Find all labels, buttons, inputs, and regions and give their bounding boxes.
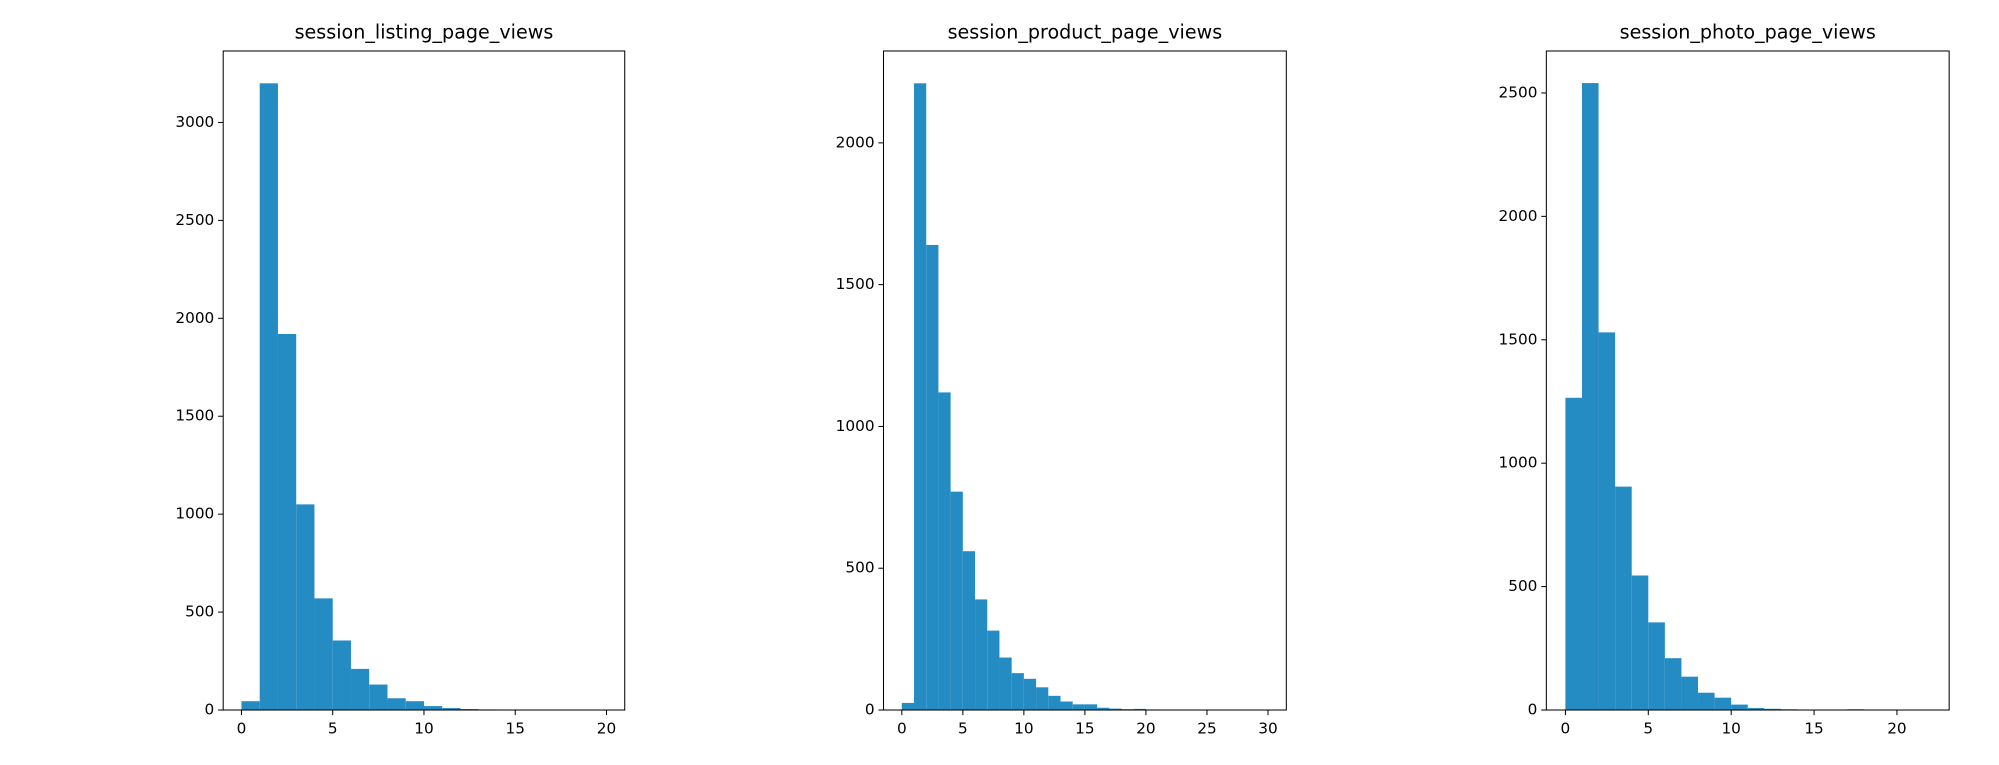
chart-title: session_listing_page_views — [295, 21, 554, 44]
histogram-bar — [1582, 83, 1599, 710]
histogram-bar — [1060, 702, 1072, 711]
histogram-bar — [1665, 658, 1682, 710]
histogram-bar — [1615, 487, 1632, 710]
histogram-bar — [1565, 398, 1582, 710]
histogram-bar — [424, 706, 442, 710]
histogram-bar — [1715, 698, 1732, 710]
histogram-bar — [1632, 575, 1649, 710]
x-tick-label: 0 — [897, 720, 907, 738]
histogram-bar — [1599, 332, 1616, 710]
y-tick-label: 1500 — [1499, 330, 1538, 348]
y-tick-label: 500 — [1508, 577, 1537, 595]
histogram-bar — [387, 698, 405, 710]
histogram-bar — [296, 504, 314, 710]
histogram-bar — [260, 83, 278, 710]
x-tick-label: 5 — [958, 720, 968, 738]
x-tick-label: 15 — [1075, 720, 1094, 738]
histogram-bar — [406, 701, 424, 710]
y-tick-label: 2500 — [175, 211, 214, 229]
y-tick-label: 2500 — [1499, 83, 1538, 101]
histogram-bar — [975, 599, 987, 710]
x-tick-label: 15 — [1804, 720, 1823, 738]
x-tick-label: 5 — [328, 720, 338, 738]
chart-title: session_photo_page_views — [1620, 21, 1876, 44]
histogram-bar — [987, 631, 999, 710]
x-tick-label: 15 — [506, 720, 525, 738]
histogram-bar — [1024, 679, 1036, 710]
histogram-bar — [951, 492, 963, 710]
histogram-bar — [1681, 677, 1698, 710]
y-tick-label: 1000 — [836, 417, 875, 435]
histogram-bar — [1698, 693, 1715, 710]
y-tick-label: 0 — [865, 701, 875, 719]
histogram-bar — [963, 551, 975, 710]
y-tick-label: 500 — [185, 603, 214, 621]
histogram-bar — [999, 658, 1011, 710]
y-tick-label: 2000 — [836, 133, 875, 151]
histogram-bar — [1073, 704, 1085, 710]
y-tick-label: 1500 — [836, 275, 875, 293]
x-tick-label: 20 — [1136, 720, 1155, 738]
y-tick-label: 2000 — [175, 309, 214, 327]
y-tick-label: 3000 — [175, 113, 214, 131]
chart-title: session_product_page_views — [948, 21, 1223, 44]
histogram-bar — [1648, 622, 1665, 710]
histogram-bar — [314, 598, 332, 710]
histogram-bar — [278, 334, 296, 710]
x-tick-label: 30 — [1258, 720, 1277, 738]
histogram-bar — [1085, 704, 1097, 710]
histogram-bar — [1048, 696, 1060, 710]
y-tick-label: 0 — [1528, 701, 1538, 719]
histogram-bar — [1012, 673, 1024, 710]
histogram-bar — [333, 640, 351, 710]
histogram-bar — [938, 392, 950, 710]
y-tick-label: 500 — [845, 559, 874, 577]
x-tick-label: 25 — [1197, 720, 1216, 738]
x-tick-label: 20 — [1887, 720, 1906, 738]
x-tick-label: 0 — [237, 720, 247, 738]
histogram-bar — [1731, 705, 1748, 710]
histogram-bar — [1036, 687, 1048, 710]
histogram-bar — [902, 703, 914, 710]
histogram-bar — [914, 83, 926, 710]
x-tick-label: 10 — [1014, 720, 1033, 738]
y-tick-label: 0 — [205, 701, 215, 719]
x-tick-label: 20 — [597, 720, 616, 738]
histogram-bar — [369, 685, 387, 710]
histogram-bar — [241, 701, 259, 710]
y-tick-label: 1500 — [175, 407, 214, 425]
x-tick-label: 0 — [1561, 720, 1571, 738]
y-tick-label: 1000 — [175, 505, 214, 523]
histogram-bar — [351, 669, 369, 710]
y-tick-label: 2000 — [1499, 207, 1538, 225]
x-tick-label: 10 — [1721, 720, 1740, 738]
y-tick-label: 1000 — [1499, 454, 1538, 472]
x-tick-label: 5 — [1643, 720, 1653, 738]
x-tick-label: 10 — [414, 720, 433, 738]
histogram-bar — [926, 245, 938, 710]
